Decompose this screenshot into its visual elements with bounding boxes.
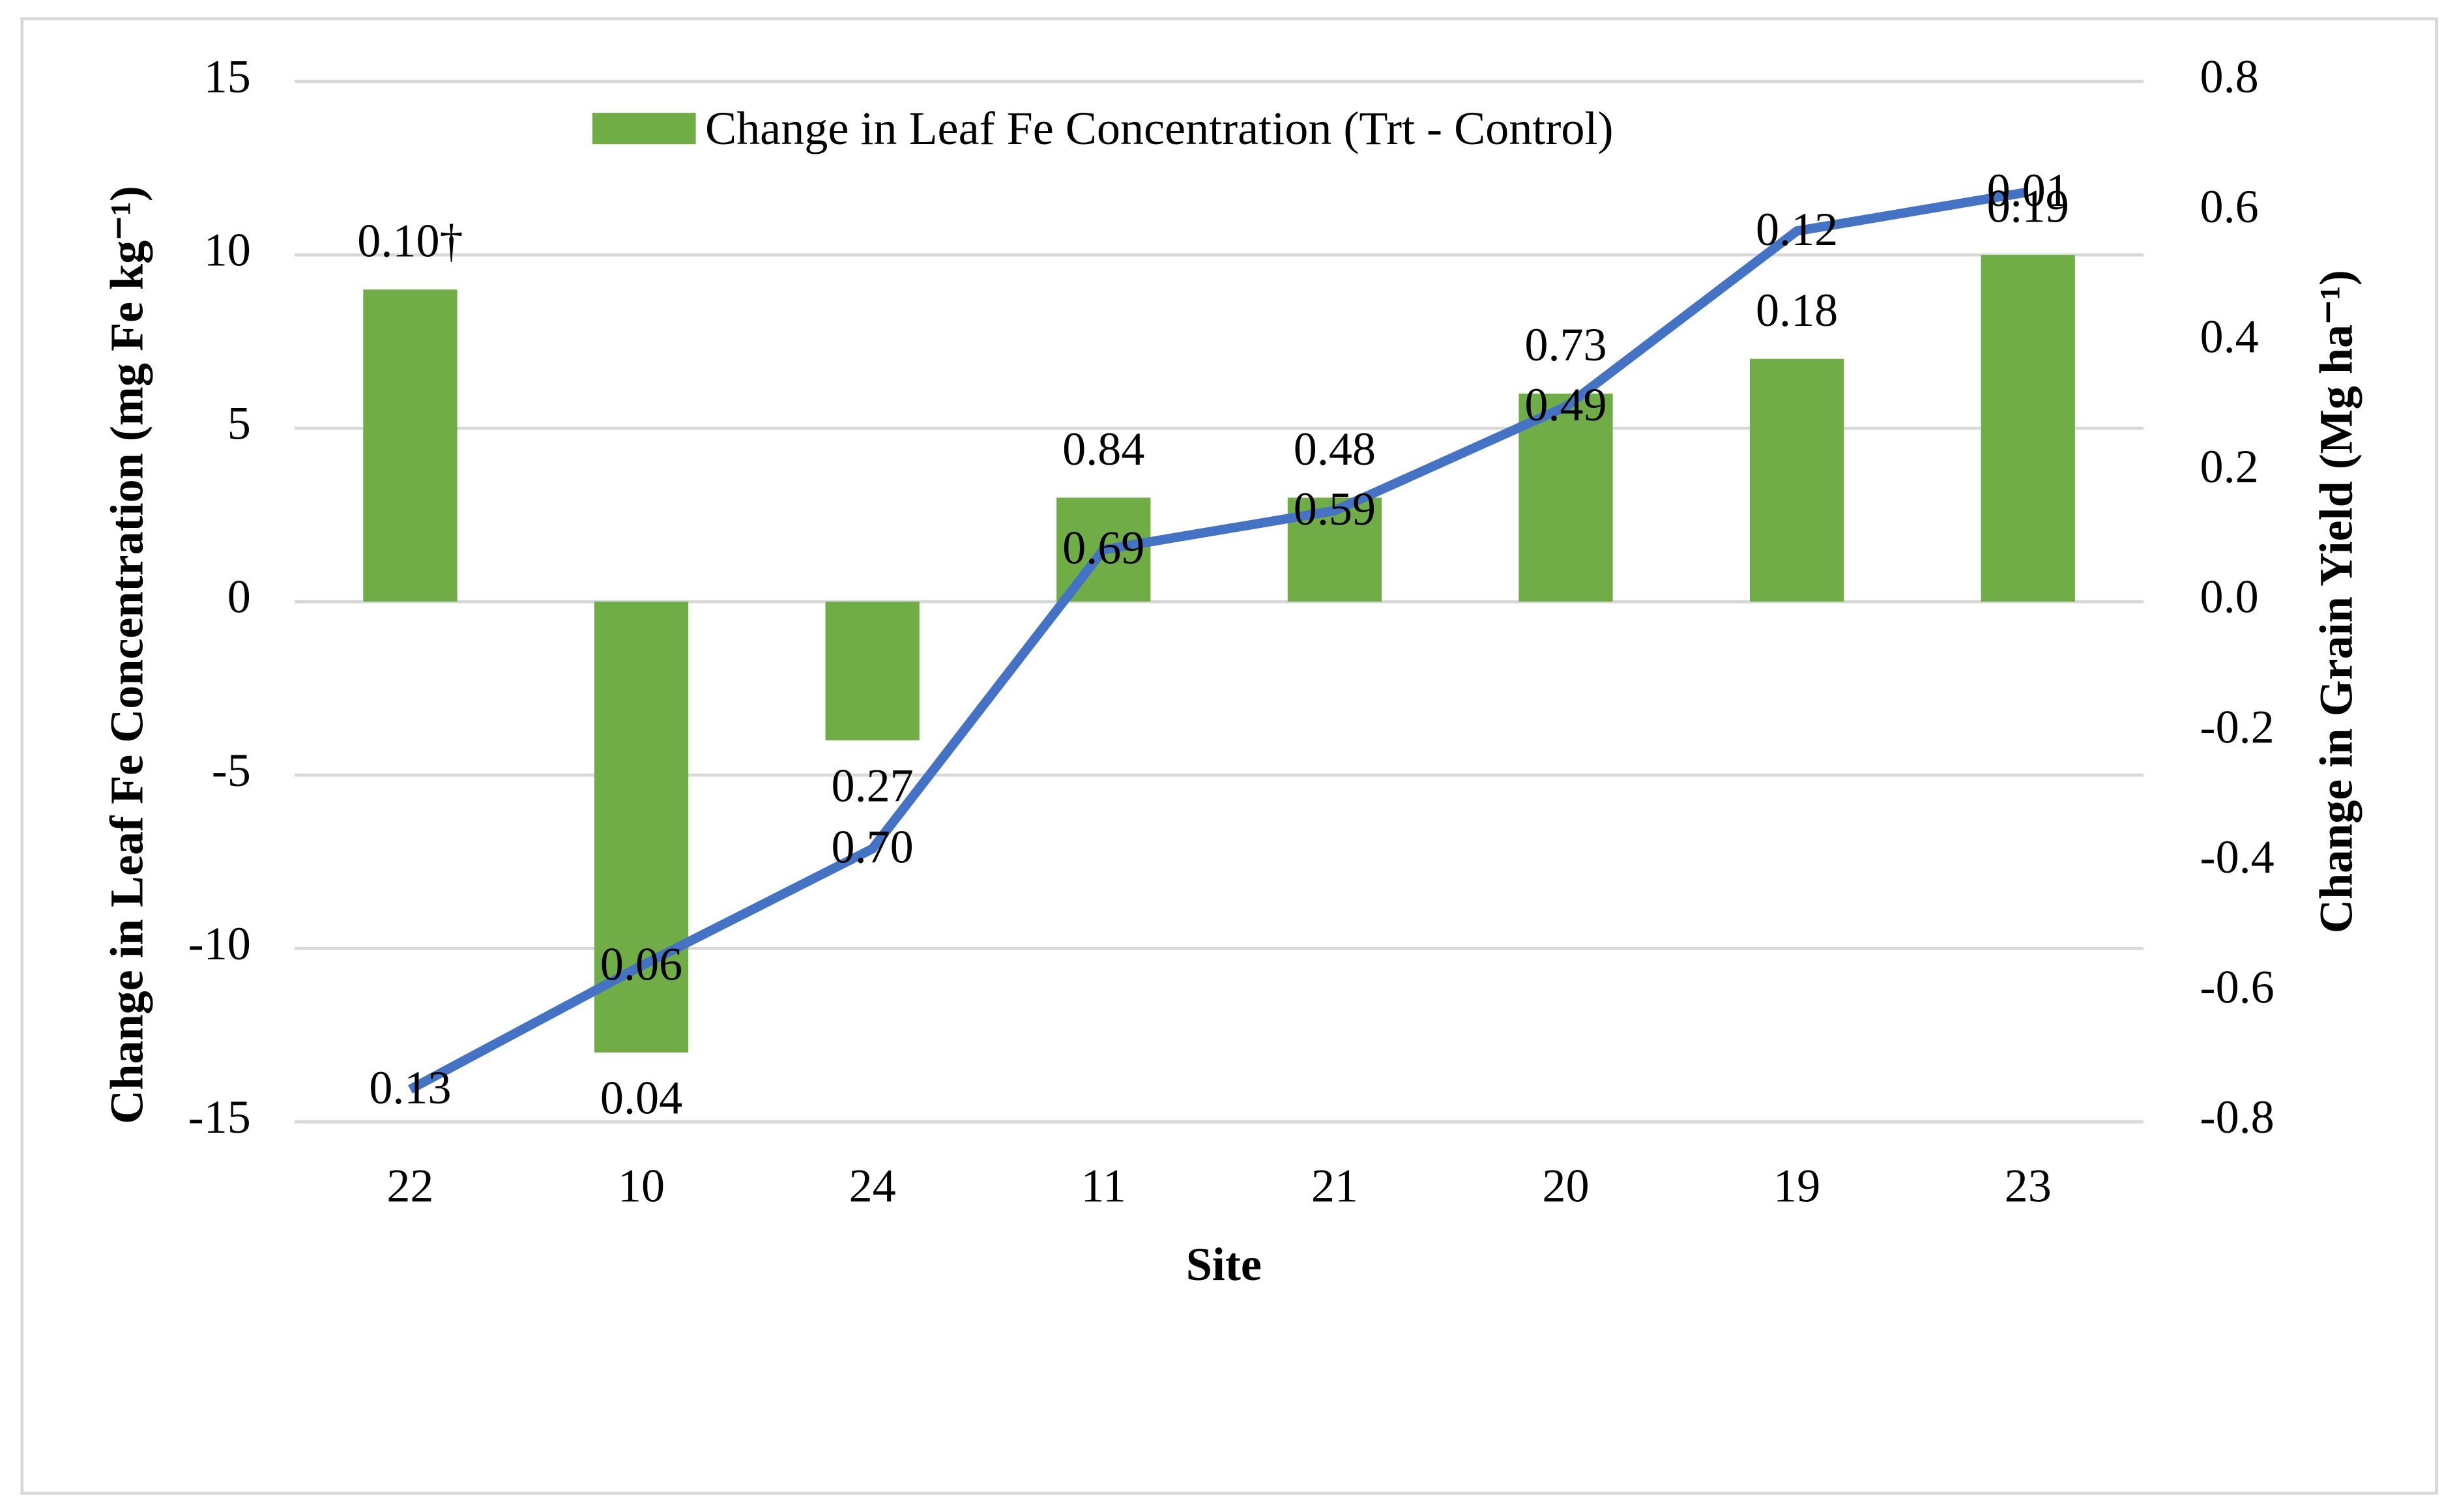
- y2-tick-label: 0.2: [2200, 441, 2259, 493]
- x-tick-label: 21: [1311, 1160, 1358, 1212]
- x-tick-label: 24: [849, 1160, 896, 1212]
- y2-tick-label: -0.6: [2200, 961, 2275, 1013]
- line-annotation: 0.06: [600, 938, 682, 990]
- legend-swatch: [592, 113, 696, 145]
- legend: Change in Leaf Fe Concentration (Trt - C…: [705, 103, 1614, 156]
- bar: [1981, 255, 2075, 602]
- bar: [825, 602, 920, 741]
- y2-tick-label: -0.8: [2200, 1091, 2275, 1143]
- y2-axis-title: Change in Grain Yield (Mg ha⁻¹): [2310, 270, 2362, 933]
- y2-tick-label: 0.4: [2200, 311, 2259, 363]
- bar-annotation: 0.19: [1987, 180, 2069, 232]
- x-tick-label: 22: [386, 1160, 433, 1212]
- y-tick-label: -10: [188, 918, 251, 970]
- y2-tick-label: 0.6: [2200, 181, 2259, 233]
- y-tick-label: 10: [204, 224, 251, 276]
- bar-annotation: 0.27: [832, 760, 914, 812]
- y2-tick-label: 0.8: [2200, 51, 2259, 103]
- line-annotation: 0.13: [369, 1062, 451, 1114]
- y2-tick-label: -0.4: [2200, 831, 2275, 883]
- y-tick-label: -15: [188, 1091, 251, 1143]
- y-tick-label: -5: [212, 744, 251, 796]
- bar: [1519, 393, 1613, 602]
- x-tick-label: 10: [618, 1160, 665, 1212]
- bar-annotation: 0.18: [1756, 284, 1838, 336]
- line-annotation: 0.49: [1524, 379, 1606, 431]
- legend-label: Change in Leaf Fe Concentration (Trt - C…: [705, 103, 1614, 156]
- x-tick-label: 20: [1542, 1160, 1589, 1212]
- line-annotation: 0.12: [1756, 203, 1838, 255]
- line-annotation: 0.01: [1987, 164, 2069, 216]
- x-tick-label: 19: [1773, 1160, 1820, 1212]
- bar-annotation: 0.04: [600, 1071, 682, 1124]
- bar-annotation: 0.48: [1294, 423, 1376, 475]
- y-tick-label: 5: [227, 398, 251, 450]
- line: [408, 187, 2029, 1094]
- x-tick-label: 23: [2005, 1160, 2052, 1212]
- bar-annotation: 0.84: [1062, 423, 1144, 475]
- y-axis-title: Change in Leaf Fe Concentration (mg Fe k…: [101, 186, 153, 1124]
- x-axis-title: Site: [1186, 1238, 1262, 1290]
- line-annotation: 0.59: [1294, 483, 1376, 535]
- line-annotation: 0.70: [832, 821, 914, 873]
- bar: [1749, 358, 1844, 602]
- x-tick-label: 11: [1081, 1160, 1126, 1212]
- y-tick-label: 15: [204, 51, 251, 103]
- y2-tick-label: -0.2: [2200, 701, 2275, 753]
- bar-annotation: 0.10†: [357, 215, 463, 267]
- bar: [363, 289, 458, 602]
- y2-tick-label: 0.0: [2200, 571, 2259, 623]
- line-annotation: 0.69: [1062, 522, 1144, 574]
- y-tick-label: 0: [227, 571, 251, 623]
- bar-annotation: 0.73: [1524, 319, 1606, 371]
